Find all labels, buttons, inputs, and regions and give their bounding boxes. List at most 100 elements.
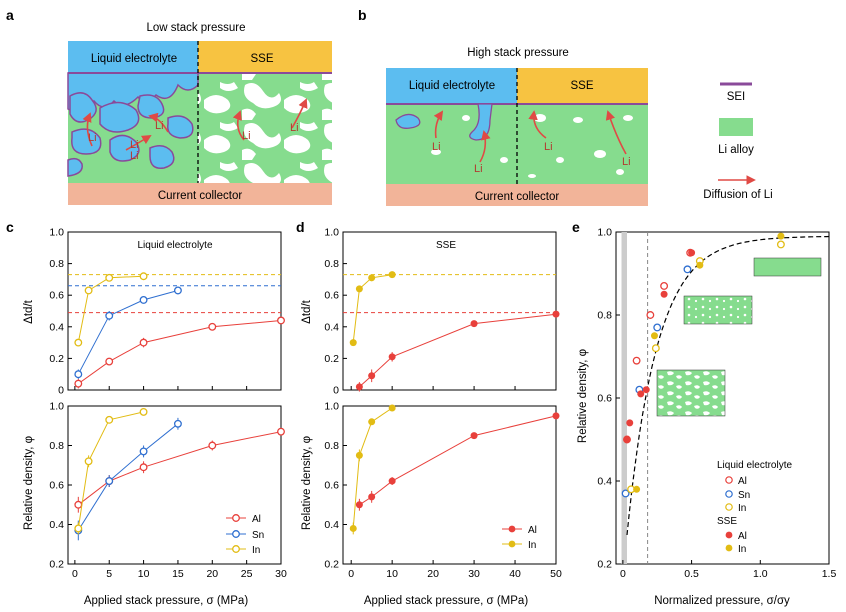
panel-a-li-3: Li xyxy=(155,120,164,132)
chart-e-xtick-label: 1.0 xyxy=(753,568,768,580)
chart-c-bottom-xtick-label: 20 xyxy=(206,568,218,580)
inset-dense xyxy=(753,257,822,277)
data-point xyxy=(105,477,114,485)
panel-b-sse-label: SSE xyxy=(570,80,593,92)
panel-b-letter: b xyxy=(358,7,367,23)
data-point xyxy=(277,316,285,325)
data-point xyxy=(388,271,396,279)
data-point xyxy=(642,386,650,394)
panel-a-title: Low stack pressure xyxy=(146,22,245,34)
chart-d-bottom-ytick-label: 1.0 xyxy=(324,401,339,413)
chart-c-top-series-in xyxy=(74,272,148,347)
series-line xyxy=(77,423,179,531)
series-line xyxy=(359,415,557,506)
chart-d-bottom-xtick-label: 20 xyxy=(427,568,439,580)
chart-c-top: 0 0.2 0.4 0.6 0.8 1.0 xyxy=(49,227,285,397)
panel-a-li-4: Li xyxy=(130,139,139,151)
chart-d-bottom-xtick-label: 0 xyxy=(348,568,354,580)
legend-e-sse-al: Al xyxy=(738,531,747,542)
data-point xyxy=(388,477,396,485)
data-point xyxy=(139,407,148,416)
panel-c-letter: c xyxy=(6,219,14,235)
data-point xyxy=(355,285,363,293)
chart-d-top-ytick-label: 0 xyxy=(333,385,339,397)
chart-e-xlabel: Normalized pressure, σ/σy xyxy=(654,595,790,607)
data-point xyxy=(349,524,357,532)
chart-c-top-series-al xyxy=(74,316,285,389)
chart-c-top-ytick-label: 0 xyxy=(58,385,64,397)
panel-b-collector-label: Current collector xyxy=(475,191,560,203)
chart-e-ytick-label: 0.4 xyxy=(597,476,612,488)
data-point xyxy=(355,383,363,391)
chart-e: 0.2 0.4 0.6 0.8 1.0 0 0.5 1.0 1.5 xyxy=(597,227,836,581)
chart-e-series-liquid-sn xyxy=(621,265,692,498)
data-point xyxy=(368,372,376,380)
chart-c-bottom-xtick-label: 10 xyxy=(138,568,150,580)
data-point xyxy=(651,344,660,353)
chart-c-bottom-xtick-label: 30 xyxy=(275,568,287,580)
chart-e-shaded-band xyxy=(621,232,627,564)
data-point xyxy=(74,379,83,388)
data-point xyxy=(105,311,114,320)
data-point xyxy=(105,357,114,366)
panel-a-li-5: Li xyxy=(242,130,251,142)
legend-c-sn: Sn xyxy=(252,530,264,541)
legend-c xyxy=(226,514,246,553)
legend-e-sse-title: SSE xyxy=(717,516,737,527)
chart-c-bottom-ytick-label: 0.4 xyxy=(49,519,64,531)
panel-a-sse-label: SSE xyxy=(250,53,273,65)
panel-d-subtitle: SSE xyxy=(436,240,456,251)
panel-a-collector-label: Current collector xyxy=(158,190,243,202)
chart-c-top-ytick-label: 1.0 xyxy=(49,227,64,239)
chart-c-bottom-xtick-label: 25 xyxy=(241,568,253,580)
chart-c-bottom-ytick-label: 0.8 xyxy=(49,440,64,452)
data-point xyxy=(660,282,669,290)
data-point xyxy=(84,457,93,466)
legend-diffusion-label: Diffusion of Li xyxy=(703,189,772,201)
chart-d-bottom-ytick-label: 0.8 xyxy=(324,440,339,452)
data-point xyxy=(637,390,645,398)
series-line xyxy=(77,411,144,529)
chart-c-xlabel: Applied stack pressure, σ (MPa) xyxy=(84,595,248,607)
legend-c-in: In xyxy=(252,545,260,556)
chart-d-bottom-xtick-label: 10 xyxy=(386,568,398,580)
chart-d-top-ytick-label: 0.2 xyxy=(324,353,339,365)
series-line xyxy=(77,431,282,506)
data-point xyxy=(208,322,217,331)
chart-c-bottom-xtick-label: 5 xyxy=(106,568,112,580)
panel-a-li-6: Li xyxy=(290,122,299,134)
chart-d-top-ytick-label: 0.8 xyxy=(324,258,339,270)
data-point xyxy=(777,232,785,240)
data-point xyxy=(388,404,396,412)
data-point xyxy=(139,295,148,304)
alloy-legend-swatch xyxy=(719,118,753,136)
legend-alloy-label: Li alloy xyxy=(718,144,754,156)
chart-d-top-ytick-label: 0.4 xyxy=(324,321,339,333)
legend-e-liquid-sn: Sn xyxy=(738,490,750,501)
data-point xyxy=(696,261,704,269)
series-line xyxy=(77,275,144,343)
legend-d-in: In xyxy=(528,540,536,551)
chart-c-bottom: 0.2 0.4 0.6 0.8 1.0 0 5 10 15 20 25 30 xyxy=(49,401,287,581)
chart-d-bottom-xtick-label: 30 xyxy=(468,568,480,580)
panel-d-letter: d xyxy=(296,219,305,235)
legend-e-sse-in: In xyxy=(738,544,746,555)
chart-c-top-ytick-label: 0.6 xyxy=(49,290,64,302)
data-point xyxy=(74,500,83,509)
chart-d-bottom-series-in xyxy=(349,404,396,535)
chart-e-xtick-label: 0 xyxy=(620,568,626,580)
legend-d-al: Al xyxy=(528,525,537,536)
chart-c-bottom-series-sn xyxy=(74,417,182,541)
chart-e-xtick-label: 0.5 xyxy=(684,568,699,580)
data-point xyxy=(626,419,634,427)
chart-e-ytick-label: 1.0 xyxy=(597,227,612,239)
chart-d-top-series-in xyxy=(349,271,396,347)
data-point xyxy=(633,485,641,493)
chart-d-top-ytick-label: 1.0 xyxy=(324,227,339,239)
data-point xyxy=(139,338,148,347)
data-point xyxy=(653,323,662,332)
data-point xyxy=(277,427,285,436)
series-line xyxy=(78,320,282,385)
chart-c-bottom-frame xyxy=(67,405,282,565)
